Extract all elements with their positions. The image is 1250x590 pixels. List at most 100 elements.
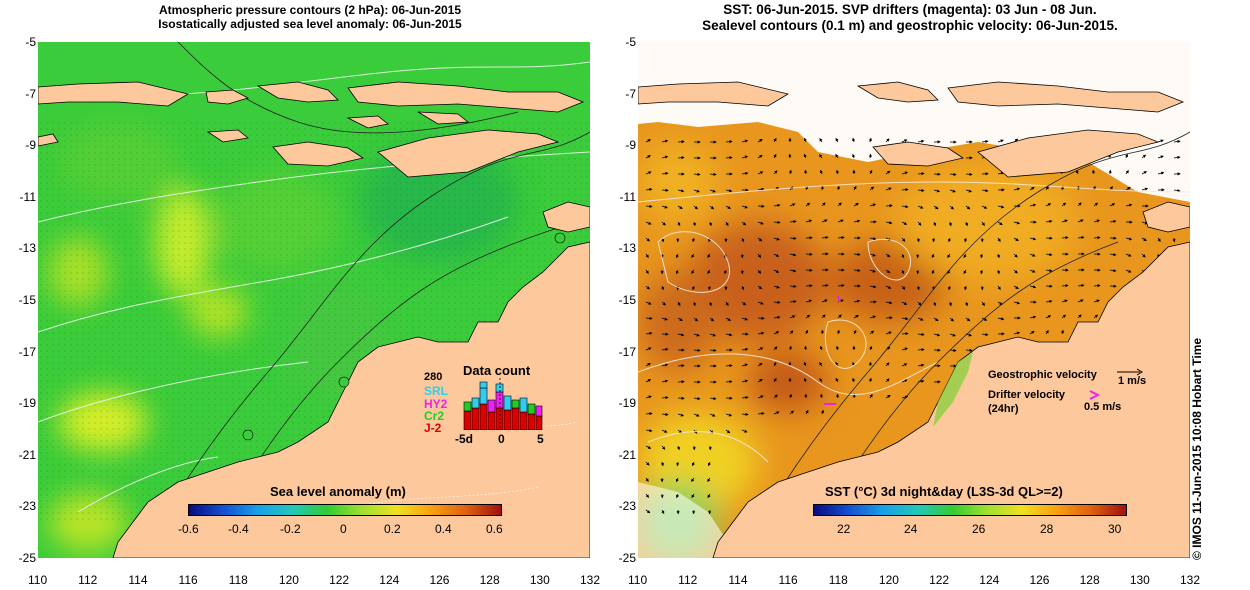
sla-tick-3: -0.2 <box>280 522 301 536</box>
left-xtick: 124 <box>379 573 400 587</box>
left-xtick: 126 <box>429 573 450 587</box>
velocity-arrow <box>996 253 1000 259</box>
velocity-arrow <box>675 269 679 275</box>
left-ytick: -25 <box>18 551 36 565</box>
velocity-arrow <box>740 269 744 275</box>
left-xtick: 112 <box>78 573 98 587</box>
velocity-arrow <box>773 170 778 175</box>
velocity-arrow <box>917 188 925 193</box>
velocity-arrow <box>1077 202 1082 207</box>
velocity-arrow <box>917 363 925 367</box>
velocity-arrow <box>1077 219 1084 223</box>
velocity-arrow <box>901 332 909 336</box>
velocity-arrow <box>885 187 892 191</box>
velocity-arrow <box>1109 219 1117 223</box>
left-ytick: -17 <box>18 344 36 359</box>
velocity-arrow <box>661 301 666 306</box>
velocity-arrow <box>869 186 875 191</box>
velocity-arrow <box>933 317 939 322</box>
velocity-arrow <box>757 253 762 258</box>
velocity-arrow <box>707 477 711 482</box>
velocity-arrow <box>741 237 745 243</box>
velocity-arrow <box>741 301 747 306</box>
data-count-title: Data count <box>463 363 531 378</box>
velocity-arrow <box>868 137 872 143</box>
velocity-arrow <box>773 377 777 383</box>
velocity-arrow <box>789 203 796 207</box>
velocity-arrow <box>1173 155 1181 160</box>
velocity-arrow <box>1109 269 1117 273</box>
velocity-arrow <box>981 221 985 226</box>
velocity-arrow <box>1013 331 1021 335</box>
velocity-arrow <box>803 153 807 159</box>
velocity-arrow <box>917 139 925 143</box>
velocity-arrow <box>819 378 823 383</box>
velocity-arrow <box>1109 203 1116 207</box>
velocity-arrow <box>773 394 778 399</box>
velocity-arrow <box>931 269 935 275</box>
velocity-arrow <box>789 236 797 240</box>
velocity-arrow <box>708 509 712 515</box>
velocity-arrow <box>1029 269 1036 273</box>
left-xtick: 122 <box>329 573 350 587</box>
right-xtick: 124 <box>979 573 1000 587</box>
velocity-arrow <box>885 170 891 175</box>
inset-xtick-neg5: -5d <box>455 432 473 446</box>
velocity-arrow <box>933 189 941 193</box>
velocity-arrow <box>997 285 1001 290</box>
velocity-arrow <box>901 253 905 259</box>
velocity-arrow <box>661 429 668 433</box>
velocity-arrow <box>820 409 824 415</box>
velocity-arrow <box>741 379 749 383</box>
velocity-arrow <box>1093 219 1101 223</box>
right-ytick: -23 <box>618 499 636 514</box>
velocity-arrow <box>757 362 763 367</box>
sla-tick-7: 0.6 <box>486 522 503 536</box>
velocity-arrow <box>741 363 749 367</box>
velocity-arrow <box>709 189 716 193</box>
velocity-arrow <box>1125 269 1132 273</box>
velocity-arrow <box>965 205 971 210</box>
sla-colorbar <box>188 504 502 516</box>
velocity-arrow <box>852 377 856 383</box>
velocity-arrow <box>741 285 745 291</box>
velocity-arrow <box>691 477 695 482</box>
drifter-velocity-sub: (24hr) <box>988 403 1019 415</box>
right-xtick: 126 <box>1029 573 1050 587</box>
velocity-arrow <box>964 301 968 307</box>
velocity-arrow <box>965 189 973 193</box>
velocity-arrow <box>805 329 808 335</box>
velocity-arrow <box>901 363 908 367</box>
velocity-arrow <box>869 285 877 289</box>
sla-tick-4: 0 <box>340 522 347 536</box>
right-ytick: -9 <box>625 138 636 153</box>
right-ytick: -25 <box>618 551 636 565</box>
velocity-arrow <box>901 317 909 321</box>
left-ytick: -9 <box>25 138 36 153</box>
velocity-arrow <box>1045 186 1049 191</box>
velocity-arrow <box>837 314 842 319</box>
velocity-arrow <box>901 237 906 242</box>
velocity-arrow <box>709 413 716 417</box>
velocity-arrow <box>757 285 763 290</box>
velocity-arrow <box>709 317 715 322</box>
left-xtick: 128 <box>479 573 500 587</box>
velocity-arrow <box>645 204 653 208</box>
velocity-arrow <box>757 154 763 159</box>
velocity-arrow <box>691 253 695 258</box>
velocity-arrow <box>868 377 872 383</box>
velocity-arrow <box>693 396 701 401</box>
land-cape <box>542 201 590 233</box>
velocity-arrow <box>661 171 669 176</box>
right-ytick: -15 <box>618 293 636 307</box>
velocity-arrow <box>821 202 826 207</box>
velocity-arrow <box>661 285 664 291</box>
right-xtick: 114 <box>728 573 748 587</box>
right-xtick: 128 <box>1079 573 1100 587</box>
left-xtick: 130 <box>529 573 550 587</box>
velocity-arrow <box>741 429 748 433</box>
velocity-arrow <box>1029 237 1037 241</box>
velocity-arrow <box>1141 237 1147 242</box>
velocity-arrow <box>725 205 731 209</box>
right-ytick: -7 <box>625 86 636 101</box>
